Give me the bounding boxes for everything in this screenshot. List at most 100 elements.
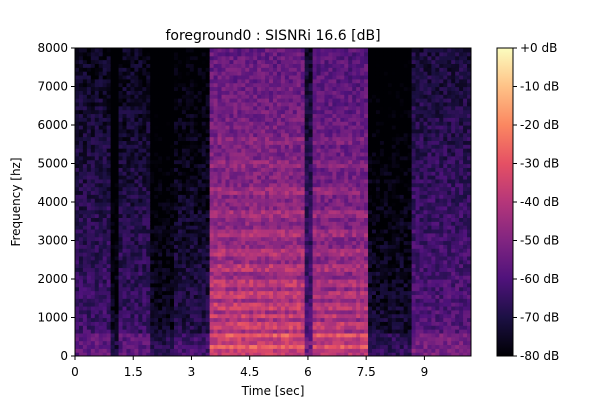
heatmap-cell xyxy=(154,321,159,326)
heatmap-cell xyxy=(154,198,159,203)
heatmap-cell xyxy=(296,236,302,242)
heatmap-cell xyxy=(170,167,175,172)
heatmap-cell xyxy=(177,271,183,276)
heatmap-cell xyxy=(98,263,104,269)
heatmap-cell xyxy=(269,290,274,295)
heatmap-cell xyxy=(308,163,314,168)
heatmap-cell xyxy=(98,148,104,153)
heatmap-cell xyxy=(257,286,262,292)
heatmap-cell xyxy=(276,186,282,192)
heatmap-cell xyxy=(193,182,199,188)
heatmap-cell xyxy=(209,228,215,234)
heatmap-cell xyxy=(189,259,195,265)
heatmap-cell xyxy=(154,279,159,284)
heatmap-cell xyxy=(90,209,96,215)
heatmap-cell xyxy=(308,317,314,322)
heatmap-cell xyxy=(177,313,183,319)
heatmap-cell xyxy=(249,244,254,249)
heatmap-cell xyxy=(166,55,171,61)
heatmap-cell xyxy=(94,136,100,141)
heatmap-cell xyxy=(201,117,207,122)
heatmap-cell xyxy=(257,298,262,303)
heatmap-cell xyxy=(75,244,80,249)
heatmap-cell xyxy=(122,202,128,207)
heatmap-cell xyxy=(189,105,195,111)
heatmap-cell xyxy=(86,290,92,295)
heatmap-cell xyxy=(106,67,112,72)
heatmap-cell xyxy=(102,290,108,295)
heatmap-cell xyxy=(102,101,108,107)
heatmap-cell xyxy=(134,148,139,153)
heatmap-cell xyxy=(300,59,306,64)
heatmap-cell xyxy=(86,194,92,199)
heatmap-cell xyxy=(162,221,167,226)
heatmap-cell xyxy=(118,232,124,238)
heatmap-cell xyxy=(110,294,116,299)
heatmap-cell xyxy=(150,55,155,61)
heatmap-cell xyxy=(193,101,199,107)
heatmap-cell xyxy=(106,221,112,226)
heatmap-cell xyxy=(300,205,306,211)
heatmap-cell xyxy=(249,128,254,134)
heatmap-cell xyxy=(253,167,258,172)
heatmap-cell xyxy=(118,302,124,307)
heatmap-cell xyxy=(245,209,250,215)
heatmap-cell xyxy=(118,209,124,215)
heatmap-cell xyxy=(130,132,135,138)
heatmap-cell xyxy=(181,78,187,84)
heatmap-cell xyxy=(245,305,250,311)
heatmap-cell xyxy=(209,325,215,330)
heatmap-cell xyxy=(142,113,147,118)
heatmap-cell xyxy=(253,71,258,76)
heatmap-cell xyxy=(308,209,314,215)
heatmap-cell xyxy=(75,329,80,334)
heatmap-cell xyxy=(98,182,104,188)
heatmap-cell xyxy=(280,240,286,245)
heatmap-cell xyxy=(284,298,290,303)
heatmap-cell xyxy=(261,248,266,253)
heatmap-cell xyxy=(245,267,250,272)
heatmap-cell xyxy=(280,48,286,53)
heatmap-cell xyxy=(158,263,163,269)
heatmap-cell xyxy=(185,140,191,145)
heatmap-cell xyxy=(284,101,290,107)
heatmap-cell xyxy=(193,98,199,103)
heatmap-cell xyxy=(233,294,238,299)
heatmap-cell xyxy=(122,352,128,356)
heatmap-cell xyxy=(213,198,219,203)
heatmap-cell xyxy=(150,202,155,207)
heatmap-cell xyxy=(82,279,88,284)
heatmap-cell xyxy=(118,144,124,149)
heatmap-cell xyxy=(308,82,314,88)
heatmap-cell xyxy=(312,167,318,172)
heatmap-cell xyxy=(138,117,143,122)
heatmap-cell xyxy=(284,194,290,199)
heatmap-cell xyxy=(213,348,219,353)
heatmap-cell xyxy=(300,340,306,346)
heatmap-cell xyxy=(162,90,167,95)
heatmap-cell xyxy=(150,267,155,272)
heatmap-cell xyxy=(209,213,215,218)
heatmap-cell xyxy=(213,48,219,53)
heatmap-cell xyxy=(201,48,207,53)
heatmap-cell xyxy=(201,213,207,218)
heatmap-cell xyxy=(98,352,104,356)
heatmap-cell xyxy=(276,305,282,311)
heatmap-cell xyxy=(138,240,143,245)
heatmap-cell xyxy=(257,140,262,145)
heatmap-cell xyxy=(193,55,199,61)
heatmap-cell xyxy=(106,213,112,218)
heatmap-cell xyxy=(75,101,80,107)
heatmap-cell xyxy=(320,298,326,303)
heatmap-cell xyxy=(78,175,84,180)
heatmap-cell xyxy=(205,194,211,199)
heatmap-cell xyxy=(241,155,246,161)
heatmap-cell xyxy=(90,136,96,141)
heatmap-cell xyxy=(249,155,254,161)
heatmap-cell xyxy=(205,305,211,311)
heatmap-cell xyxy=(316,340,322,346)
heatmap-cell xyxy=(106,255,112,261)
heatmap-cell xyxy=(225,228,231,234)
heatmap-cell xyxy=(265,275,270,280)
